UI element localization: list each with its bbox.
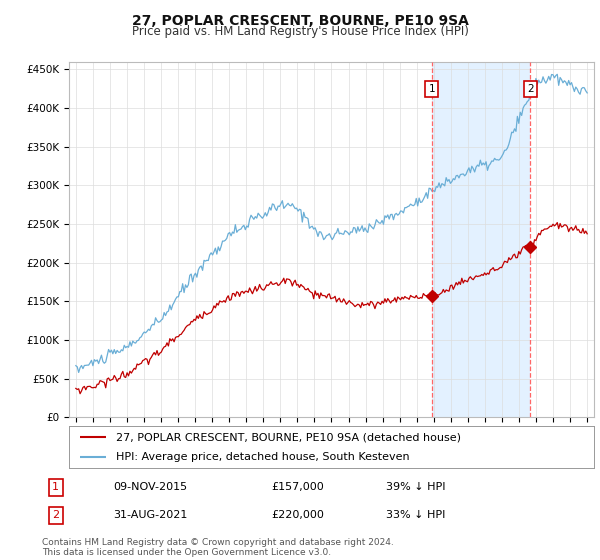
Bar bbox=[432, 62, 530, 417]
Text: 39% ↓ HPI: 39% ↓ HPI bbox=[386, 482, 445, 492]
Text: 2: 2 bbox=[52, 510, 59, 520]
Text: 1: 1 bbox=[52, 482, 59, 492]
Text: 2: 2 bbox=[527, 83, 533, 94]
Text: 27, POPLAR CRESCENT, BOURNE, PE10 9SA (detached house): 27, POPLAR CRESCENT, BOURNE, PE10 9SA (d… bbox=[116, 432, 461, 442]
Text: Contains HM Land Registry data © Crown copyright and database right 2024.
This d: Contains HM Land Registry data © Crown c… bbox=[42, 538, 394, 557]
Text: HPI: Average price, detached house, South Kesteven: HPI: Average price, detached house, Sout… bbox=[116, 452, 410, 462]
Text: 09-NOV-2015: 09-NOV-2015 bbox=[113, 482, 187, 492]
Text: Price paid vs. HM Land Registry's House Price Index (HPI): Price paid vs. HM Land Registry's House … bbox=[131, 25, 469, 38]
Text: 31-AUG-2021: 31-AUG-2021 bbox=[113, 510, 187, 520]
Text: 1: 1 bbox=[428, 83, 435, 94]
Text: £157,000: £157,000 bbox=[271, 482, 324, 492]
Text: £220,000: £220,000 bbox=[271, 510, 324, 520]
Text: 27, POPLAR CRESCENT, BOURNE, PE10 9SA: 27, POPLAR CRESCENT, BOURNE, PE10 9SA bbox=[131, 14, 469, 28]
Text: 33% ↓ HPI: 33% ↓ HPI bbox=[386, 510, 445, 520]
